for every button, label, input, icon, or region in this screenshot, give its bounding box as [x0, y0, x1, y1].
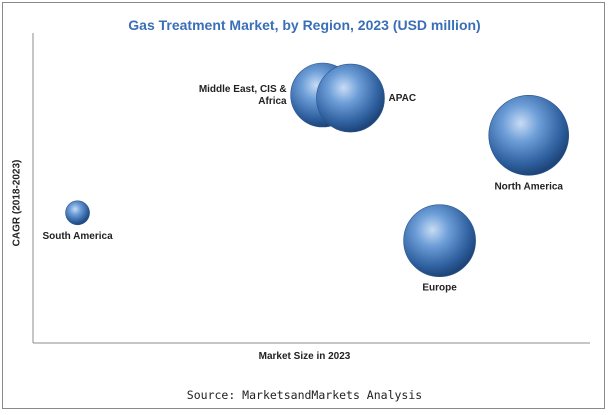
bubble-label-south-america: South America	[42, 231, 113, 242]
bubble-north-america	[488, 95, 570, 176]
bubble-series: South America Middle East, CIS & Africa APA…	[42, 62, 570, 294]
bubble-south-america	[65, 200, 90, 226]
bubble-europe	[403, 204, 476, 277]
chart-frame: Gas Treatment Market, by Region, 2023 (U…	[2, 2, 605, 409]
bubble-label-north-america: North America	[494, 181, 563, 192]
bubble-label-europe: Europe	[422, 283, 457, 294]
bubble-label-apac: APAC	[388, 93, 416, 104]
bubble-plot: South America Middle East, CIS & Africa APA…	[32, 33, 590, 344]
x-axis-title: Market Size in 2023	[258, 351, 351, 362]
source-note: Source: MarketsandMarkets Analysis	[186, 388, 423, 402]
bubble-apac	[316, 63, 385, 133]
chart-title: Gas Treatment Market, by Region, 2023 (U…	[128, 17, 481, 33]
bubble-label-middle-east-cis-africa: Middle East, CIS & Africa	[199, 84, 287, 107]
